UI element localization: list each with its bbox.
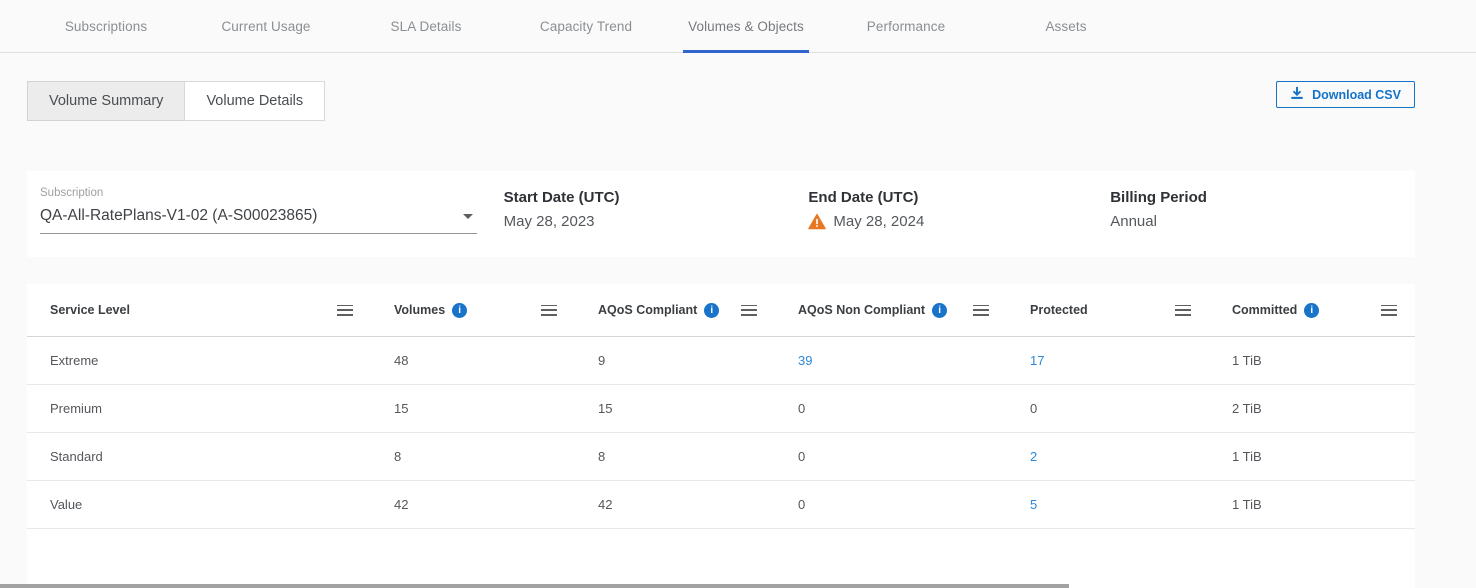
tab-performance[interactable]: Performance xyxy=(826,0,986,52)
header-aqos-non-compliant: AQoS Non Compliant i xyxy=(775,284,1007,336)
cell-committed: 1 TiB xyxy=(1232,497,1262,512)
billing-period-title: Billing Period xyxy=(1110,189,1207,206)
cell-service-level: Value xyxy=(50,497,83,512)
cell-protected-link[interactable]: 5 xyxy=(1030,497,1038,512)
subscription-select[interactable]: QA-All-RatePlans-V1-02 (A-S00023865) xyxy=(40,207,477,234)
cell-volumes: 8 xyxy=(394,449,402,464)
tab-label: SLA Details xyxy=(390,18,462,34)
info-icon[interactable]: i xyxy=(932,302,948,318)
header-committed: Committed i xyxy=(1209,284,1415,336)
cell-protected-link[interactable]: 2 xyxy=(1030,449,1038,464)
cell-volumes: 15 xyxy=(394,401,409,416)
tab-assets[interactable]: Assets xyxy=(986,0,1146,52)
active-tab-underline xyxy=(683,50,809,53)
volume-summary-table: Service Level Volumes i AQoS Compliant i… xyxy=(27,284,1415,588)
column-menu-icon[interactable] xyxy=(1381,304,1397,316)
subscription-block: Subscription QA-All-RatePlans-V1-02 (A-S… xyxy=(40,187,504,257)
cell-aqos-compliant: 8 xyxy=(598,449,606,464)
start-date-value: May 28, 2023 xyxy=(504,213,809,230)
cell-service-level: Standard xyxy=(50,449,103,464)
tab-label: Subscriptions xyxy=(64,18,148,34)
subscription-value: QA-All-RatePlans-V1-02 (A-S00023865) xyxy=(40,207,318,224)
tab-label: Capacity Trend xyxy=(539,18,633,34)
end-date-text: May 28, 2024 xyxy=(833,213,925,230)
cell-aqos-compliant: 9 xyxy=(598,353,606,368)
column-menu-icon[interactable] xyxy=(337,304,353,316)
column-title: AQoS Non Compliant xyxy=(798,303,926,317)
column-title: Protected xyxy=(1030,303,1088,317)
cell-committed: 2 TiB xyxy=(1232,401,1262,416)
end-date-block: End Date (UTC) May 28, 2024 xyxy=(808,187,1110,257)
tab-label: Performance xyxy=(866,18,946,34)
table-row: Premium 15 15 0 0 2 TiB xyxy=(27,385,1415,433)
cell-aqos-non-compliant: 0 xyxy=(798,449,806,464)
info-icon[interactable]: i xyxy=(704,302,720,318)
tab-current-usage[interactable]: Current Usage xyxy=(186,0,346,52)
cell-aqos-compliant: 42 xyxy=(598,497,613,512)
column-menu-icon[interactable] xyxy=(741,304,757,316)
column-title: Committed xyxy=(1232,303,1298,317)
download-csv-label: Download CSV xyxy=(1312,87,1401,102)
header-volumes: Volumes i xyxy=(371,284,575,336)
column-menu-icon[interactable] xyxy=(541,304,557,316)
volume-details-toggle[interactable]: Volume Details xyxy=(184,81,326,121)
start-date-block: Start Date (UTC) May 28, 2023 xyxy=(504,187,809,257)
controls-row: Volume Summary Volume Details Download C… xyxy=(27,81,1415,121)
column-title: Volumes xyxy=(394,303,446,317)
header-service-level: Service Level xyxy=(27,284,371,336)
cell-aqos-non-compliant: 0 xyxy=(798,497,806,512)
cell-service-level: Premium xyxy=(50,401,103,416)
horizontal-scrollbar[interactable] xyxy=(0,584,1069,588)
cell-volumes: 48 xyxy=(394,353,409,368)
column-menu-icon[interactable] xyxy=(973,304,989,316)
tab-subscriptions[interactable]: Subscriptions xyxy=(26,0,186,52)
view-toggle-group: Volume Summary Volume Details xyxy=(27,81,1415,121)
billing-period-value: Annual xyxy=(1110,213,1415,230)
end-date-title: End Date (UTC) xyxy=(808,189,919,206)
column-title: AQoS Compliant xyxy=(598,303,698,317)
download-csv-button[interactable]: Download CSV xyxy=(1276,81,1415,108)
table-row: Extreme 48 9 39 17 1 TiB xyxy=(27,337,1415,385)
top-tab-bar: Subscriptions Current Usage SLA Details … xyxy=(0,0,1476,53)
tab-volumes-objects[interactable]: Volumes & Objects xyxy=(666,0,826,53)
billing-period-block: Billing Period Annual xyxy=(1110,187,1415,257)
cell-service-level: Extreme xyxy=(50,353,99,368)
table-row: Value 42 42 0 5 1 TiB xyxy=(27,481,1415,529)
tab-label: Volumes & Objects xyxy=(688,18,804,34)
table-header-row: Service Level Volumes i AQoS Compliant i… xyxy=(27,284,1415,337)
tab-sla-details[interactable]: SLA Details xyxy=(346,0,506,52)
cell-aqos-non-compliant: 0 xyxy=(798,401,806,416)
volume-summary-toggle[interactable]: Volume Summary xyxy=(27,81,186,121)
info-icon[interactable]: i xyxy=(1304,302,1320,318)
tab-label: Current Usage xyxy=(221,18,311,34)
table-row: Standard 8 8 0 2 1 TiB xyxy=(27,433,1415,481)
cell-protected: 0 xyxy=(1030,401,1038,416)
warning-icon xyxy=(808,213,827,230)
cell-aqos-non-compliant-link[interactable]: 39 xyxy=(798,353,813,368)
tab-label: Assets xyxy=(1045,18,1087,34)
cell-committed: 1 TiB xyxy=(1232,449,1262,464)
start-date-title: Start Date (UTC) xyxy=(503,189,620,206)
header-aqos-compliant: AQoS Compliant i xyxy=(575,284,775,336)
billing-period-text: Annual xyxy=(1110,213,1157,230)
column-menu-icon[interactable] xyxy=(1175,304,1191,316)
chevron-down-icon xyxy=(463,213,473,219)
cell-committed: 1 TiB xyxy=(1232,353,1262,368)
header-protected: Protected xyxy=(1007,284,1209,336)
start-date-text: May 28, 2023 xyxy=(503,213,595,230)
subscription-info-card: Subscription QA-All-RatePlans-V1-02 (A-S… xyxy=(27,171,1415,257)
tab-capacity-trend[interactable]: Capacity Trend xyxy=(506,0,666,52)
download-icon xyxy=(1290,86,1304,103)
info-icon[interactable]: i xyxy=(452,302,468,318)
column-title: Service Level xyxy=(50,303,130,317)
cell-aqos-compliant: 15 xyxy=(598,401,613,416)
cell-volumes: 42 xyxy=(394,497,409,512)
end-date-value: May 28, 2024 xyxy=(808,213,1110,230)
cell-protected-link[interactable]: 17 xyxy=(1030,353,1045,368)
subscription-label: Subscription xyxy=(40,187,104,199)
